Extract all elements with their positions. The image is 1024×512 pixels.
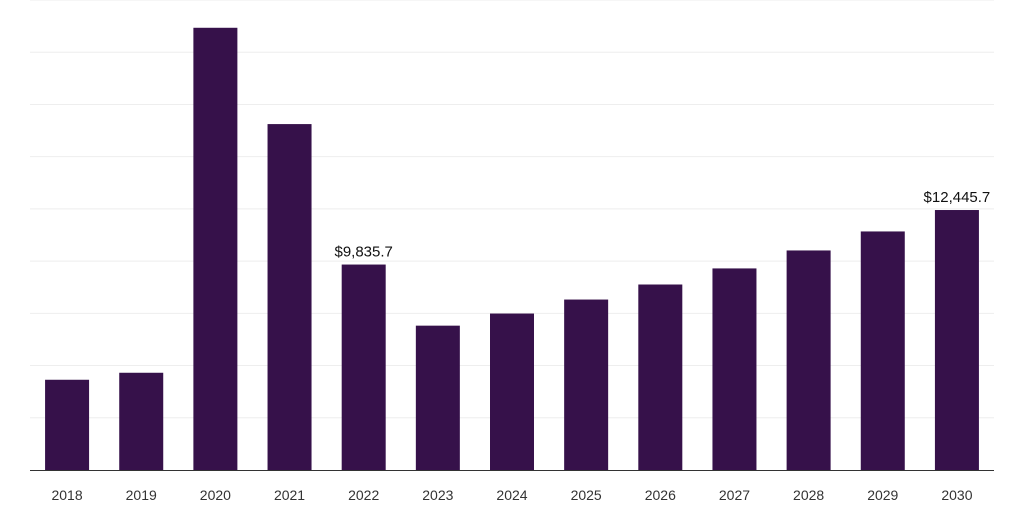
bar-2029 (860, 231, 905, 470)
bar-2023 (415, 325, 460, 470)
x-axis-ticks: 2018 2019 2020 2021 2022 2023 2024 2025 2026 2027… (51, 487, 972, 503)
x-tick-label: 2022 (348, 487, 379, 503)
bar-2025 (564, 299, 609, 470)
x-tick-label: 2030 (941, 487, 972, 503)
bar-2020 (193, 27, 238, 470)
bar-2019 (119, 372, 164, 470)
bar-2027 (712, 268, 757, 470)
x-tick-label: 2021 (274, 487, 305, 503)
x-tick-label: 2019 (126, 487, 157, 503)
x-tick-label: 2024 (496, 487, 527, 503)
bar-2028 (786, 250, 831, 470)
x-tick-label: 2025 (571, 487, 602, 503)
bar-2024 (490, 313, 534, 470)
data-labels: $9,835.7 $12,445.7 (334, 189, 990, 261)
bar-2022 (341, 264, 386, 470)
bar-2021 (267, 124, 312, 470)
gridlines (30, 0, 994, 419)
x-tick-label: 2026 (645, 487, 676, 503)
bar-2018 (45, 379, 90, 470)
x-tick-label: 2018 (51, 487, 82, 503)
bar-2026 (638, 284, 683, 470)
bar-2030 (934, 210, 979, 470)
x-tick-label: 2029 (867, 487, 898, 503)
data-label: $9,835.7 (334, 244, 392, 261)
x-tick-label: 2023 (422, 487, 453, 503)
x-tick-label: 2020 (200, 487, 231, 503)
x-tick-label: 2027 (719, 487, 750, 503)
bars (45, 27, 979, 470)
data-label: $12,445.7 (924, 189, 991, 206)
x-tick-label: 2028 (793, 487, 824, 503)
